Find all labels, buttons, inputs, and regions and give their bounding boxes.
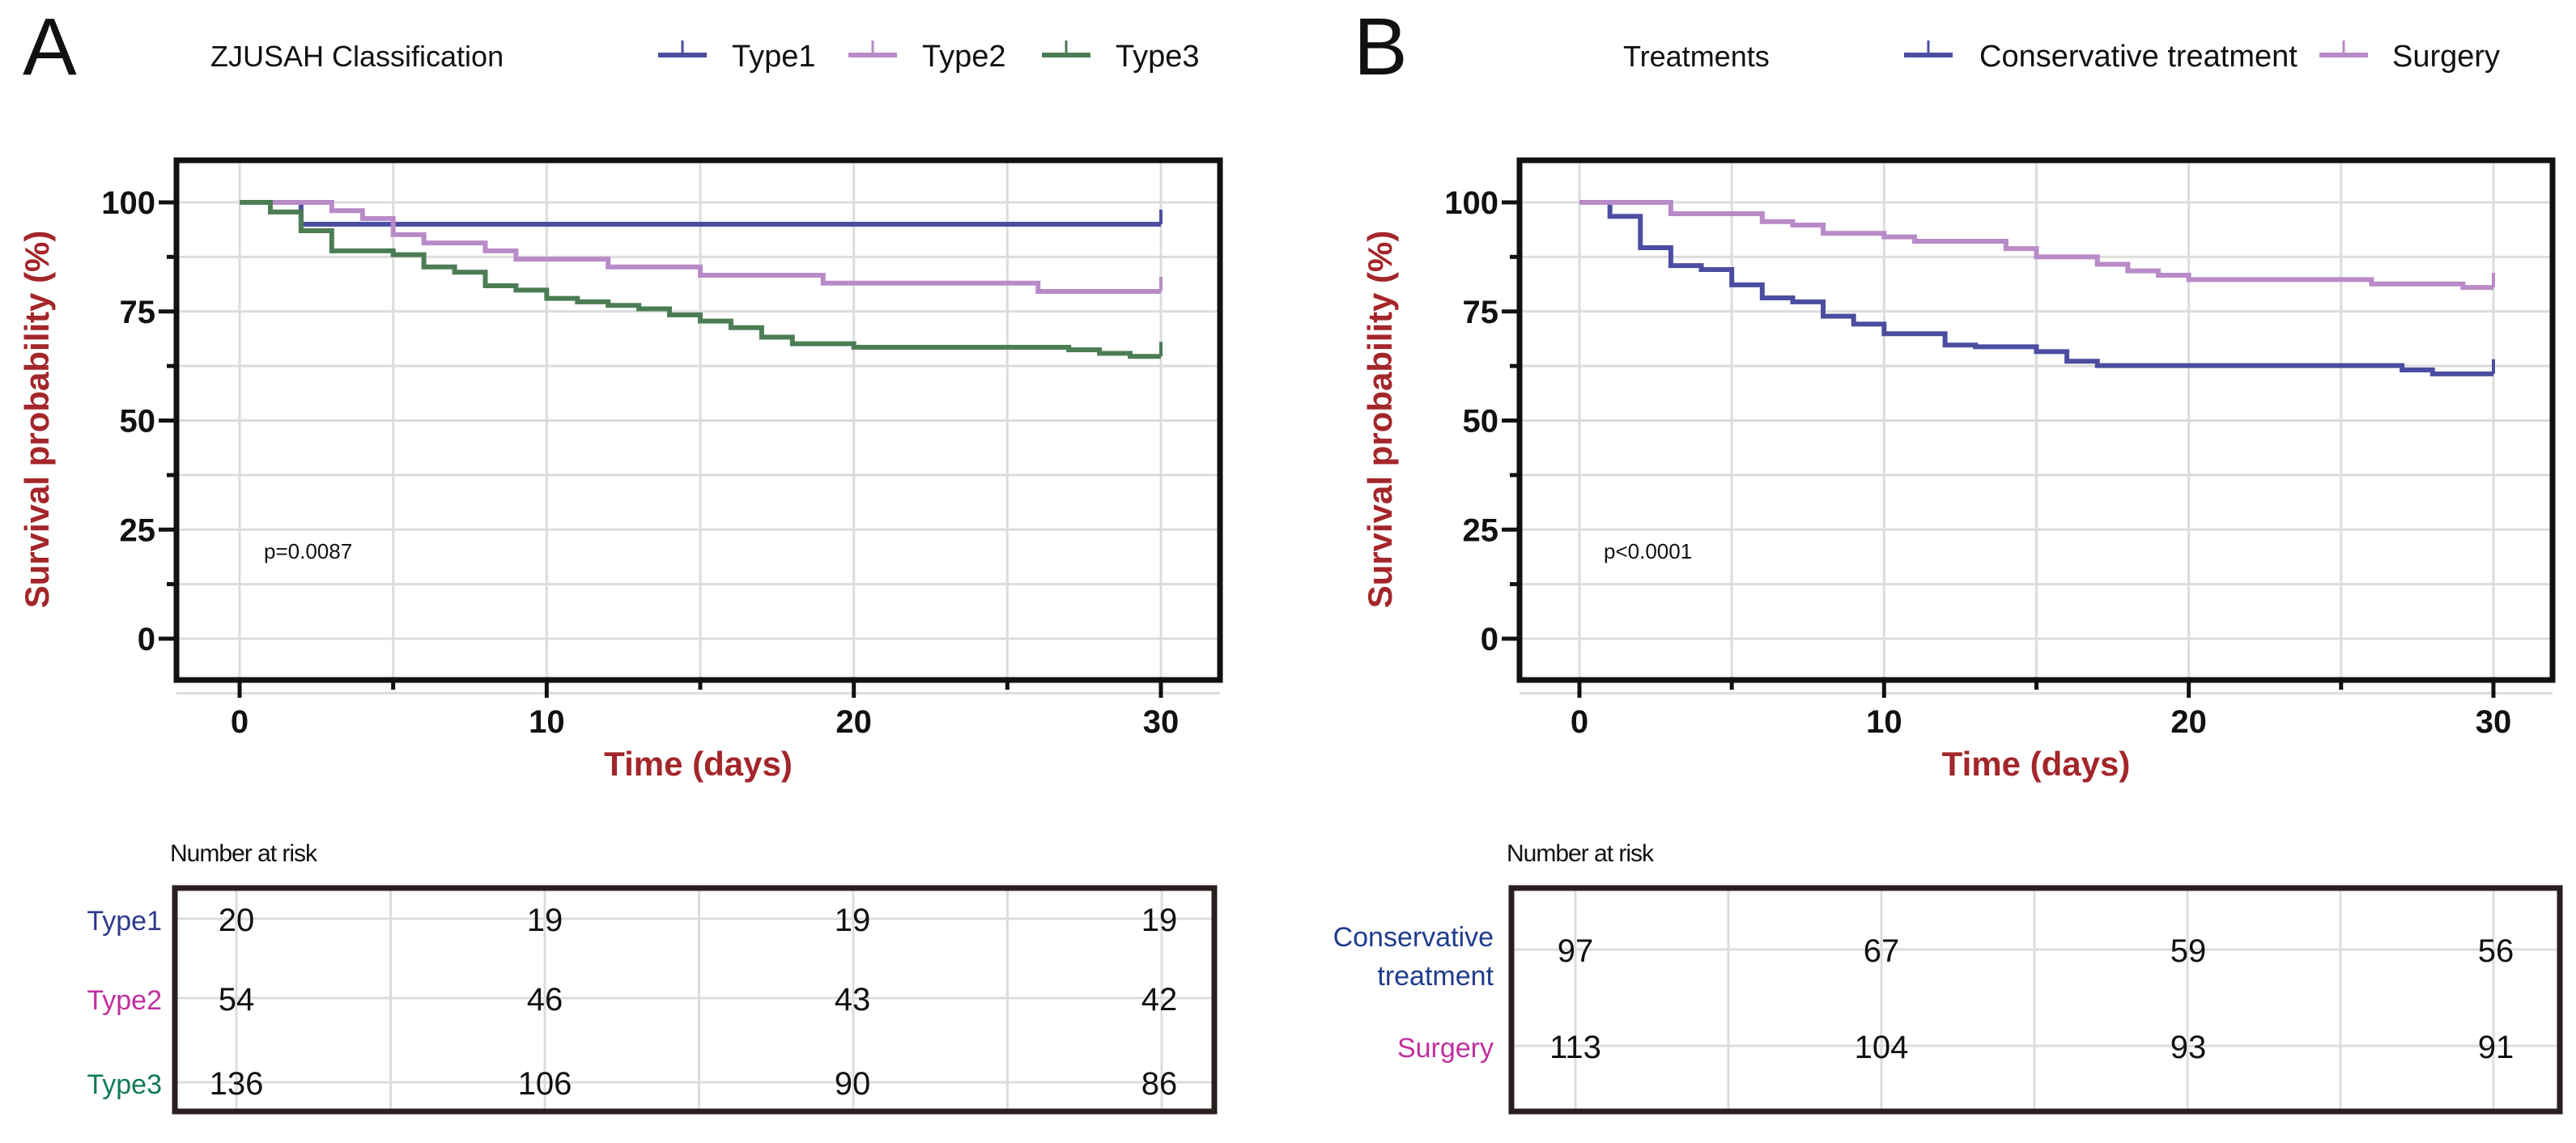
x-tick-label: 0	[1571, 704, 1588, 740]
x-tick-label: 10	[1866, 704, 1902, 740]
risk-value: 67	[1864, 933, 1900, 969]
risk-value: 46	[527, 982, 563, 1018]
risk-value: 19	[1141, 903, 1178, 938]
risk-value: 90	[835, 1066, 871, 1102]
y-tick-label: 75	[120, 295, 156, 330]
legend-label: Conservative treatment	[1979, 40, 2298, 74]
risk-row-label: Type2	[87, 985, 162, 1016]
risk-value: 19	[527, 903, 563, 938]
risk-value: 19	[835, 903, 871, 938]
risk-value: 59	[2170, 933, 2207, 969]
risk-row-label: Type1	[87, 906, 162, 937]
panel-letter: A	[23, 2, 77, 92]
p-value: p=0.0087	[264, 539, 352, 563]
legend-title: Treatments	[1623, 40, 1770, 73]
risk-value: 86	[1141, 1066, 1178, 1102]
legend-label: Type2	[922, 40, 1006, 74]
y-tick-label: 25	[1463, 512, 1499, 548]
survival-curve-type3	[240, 200, 1161, 359]
legend-item: Type2	[848, 40, 1006, 74]
p-value: p<0.0001	[1604, 539, 1692, 563]
panel-a: A ZJUSAH Classification Type1 Type2 Type3 0 25…	[18, 2, 1223, 1115]
legend-item: Conservative treatment	[1904, 40, 2298, 74]
risk-row-label: Type3	[87, 1069, 162, 1100]
panel-letter: B	[1354, 2, 1408, 92]
risk-table-frame	[1508, 885, 2563, 1115]
risk-value: 113	[1549, 1030, 1601, 1065]
x-axis-label: Time (days)	[604, 745, 793, 783]
risk-value: 97	[1558, 933, 1594, 969]
risk-row-label: Conservative	[1333, 922, 1494, 953]
risk-row-label: treatment	[1377, 961, 1494, 992]
y-axis-label: Survival probability (%)	[1361, 231, 1399, 609]
y-tick-label: 0	[1481, 622, 1498, 657]
risk-value: 20	[219, 903, 255, 938]
x-axis-label: Time (days)	[1942, 745, 2131, 783]
panel-b: B Treatments Conservative treatment Surgery…	[1333, 2, 2563, 1115]
risk-table-frame	[172, 885, 1218, 1115]
survival-curve-conservative-treatment	[1579, 200, 2493, 376]
y-tick-label: 50	[1463, 404, 1499, 440]
survival-curve-type2	[240, 200, 1161, 294]
risk-value: 54	[219, 982, 255, 1018]
legend-item: Surgery	[2319, 40, 2500, 74]
x-tick-label: 20	[835, 704, 872, 740]
y-tick-label: 75	[1463, 295, 1499, 330]
risk-value: 43	[835, 982, 871, 1018]
survival-curve-surgery	[1579, 200, 2493, 291]
legend-label: Type1	[732, 40, 816, 74]
y-tick-label: 25	[120, 512, 156, 548]
x-tick-label: 0	[231, 704, 249, 740]
legend-label: Type3	[1116, 40, 1200, 74]
y-tick-label: 50	[120, 404, 156, 440]
risk-table: Number at risk Type1 20 19 19 19 Type2 54 46 43 42…	[87, 840, 1218, 1115]
y-tick-label: 100	[1444, 185, 1498, 221]
risk-table-title: Number at risk	[170, 840, 318, 867]
legend-item: Type3	[1042, 40, 1200, 74]
risk-value: 42	[1141, 982, 1178, 1018]
x-tick-label: 30	[1143, 704, 1180, 740]
y-tick-label: 0	[138, 622, 155, 657]
legend-title: ZJUSAH Classification	[210, 40, 504, 73]
risk-table: Number at risk Conservative treatment 97 67 5…	[1333, 840, 2563, 1115]
x-tick-label: 30	[2476, 704, 2512, 740]
risk-value: 91	[2478, 1030, 2514, 1065]
risk-row-label: Surgery	[1397, 1033, 1494, 1064]
legend-item: Type1	[658, 40, 816, 74]
legend-label: Surgery	[2392, 40, 2500, 74]
risk-value: 136	[210, 1066, 264, 1102]
risk-value: 93	[2170, 1030, 2207, 1065]
risk-value: 104	[1855, 1030, 1909, 1065]
risk-value: 56	[2478, 933, 2514, 969]
x-tick-label: 20	[2170, 704, 2207, 740]
y-tick-label: 100	[101, 185, 155, 221]
risk-value: 106	[518, 1066, 572, 1102]
y-axis-label: Survival probability (%)	[18, 231, 56, 609]
x-tick-label: 10	[529, 704, 565, 740]
risk-table-title: Number at risk	[1507, 840, 1655, 867]
